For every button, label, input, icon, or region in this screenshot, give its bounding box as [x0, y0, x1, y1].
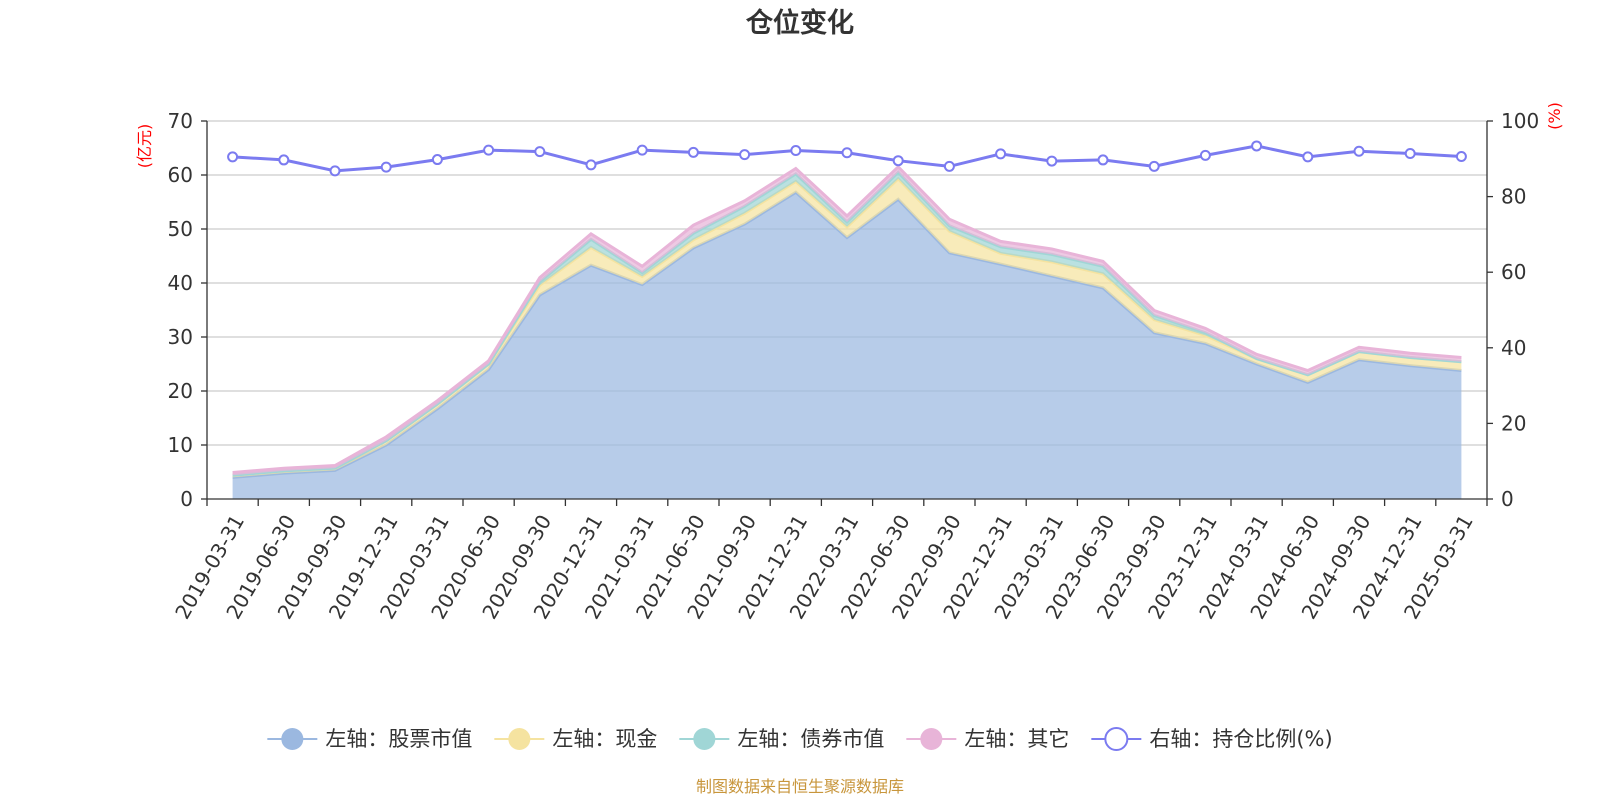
legend-marker — [508, 728, 531, 750]
ratio-point — [380, 161, 392, 173]
ratio-point — [636, 144, 648, 156]
left-tick-label: 50 — [168, 217, 193, 241]
left-tick-label: 10 — [168, 433, 193, 457]
ratio-point — [790, 144, 802, 156]
legend-marker — [920, 728, 943, 750]
ratio-point — [431, 154, 443, 166]
right-tick-label: 20 — [1501, 411, 1526, 435]
ratio-point — [1046, 155, 1058, 167]
legend-label: 左轴：债券市值 — [737, 727, 884, 751]
legend-label: 左轴：股票市值 — [325, 727, 472, 751]
legend-marker — [693, 728, 716, 750]
ratio-point — [1455, 151, 1467, 163]
left-tick-label: 60 — [168, 163, 193, 187]
ratio-point — [1199, 149, 1211, 161]
ratio-point — [1404, 148, 1416, 160]
ratio-point — [1302, 151, 1314, 163]
ratio-point — [1251, 140, 1263, 152]
ratio-point — [278, 154, 290, 166]
ratio-point — [1353, 145, 1365, 157]
right-tick-label: 100 — [1501, 109, 1539, 133]
left-tick-label: 70 — [168, 109, 193, 133]
legend-label: 左轴：现金 — [552, 727, 657, 751]
legend: 左轴：股票市值 左轴：现金 左轴：债券市值 左轴：其它 右轴：持仓比例(%) — [267, 727, 1333, 751]
stacked-areas — [232, 164, 1462, 500]
ratio-point — [995, 148, 1007, 160]
ratio-point — [534, 146, 546, 158]
left-tick-label: 30 — [168, 325, 193, 349]
left-tick-label: 20 — [168, 379, 193, 403]
right-tick-label: 60 — [1501, 260, 1526, 284]
right-tick-label: 40 — [1501, 336, 1526, 360]
left-tick-label: 0 — [180, 487, 193, 511]
right-tick-label: 0 — [1501, 487, 1514, 511]
area-edge-line — [232, 164, 1462, 474]
ratio-point — [227, 151, 239, 163]
ratio-point — [483, 144, 495, 156]
left-tick-label: 40 — [168, 271, 193, 295]
source-note: 制图数据来自恒生聚源数据库 — [696, 777, 904, 796]
ratio-point — [892, 155, 904, 167]
ratio-point — [1097, 154, 1109, 166]
area-fill — [232, 192, 1462, 500]
ratio-point — [841, 147, 853, 159]
ratio-point — [943, 160, 955, 172]
legend-marker — [281, 728, 304, 750]
ratio-point — [1148, 160, 1160, 172]
right-tick-label: 80 — [1501, 185, 1526, 209]
legend-marker — [1104, 727, 1129, 751]
legend-label: 左轴：其它 — [964, 727, 1069, 751]
ratio-point — [585, 159, 597, 171]
ratio-point — [329, 165, 341, 177]
left-axis-unit: (亿元) — [135, 124, 154, 169]
ratio-line — [227, 140, 1467, 177]
legend-label: 右轴：持仓比例(%) — [1149, 727, 1332, 751]
chart-title: 仓位变化 — [745, 7, 854, 39]
ratio-point — [739, 149, 751, 161]
ratio-point — [687, 146, 699, 158]
right-axis-unit: (%) — [1545, 102, 1564, 130]
